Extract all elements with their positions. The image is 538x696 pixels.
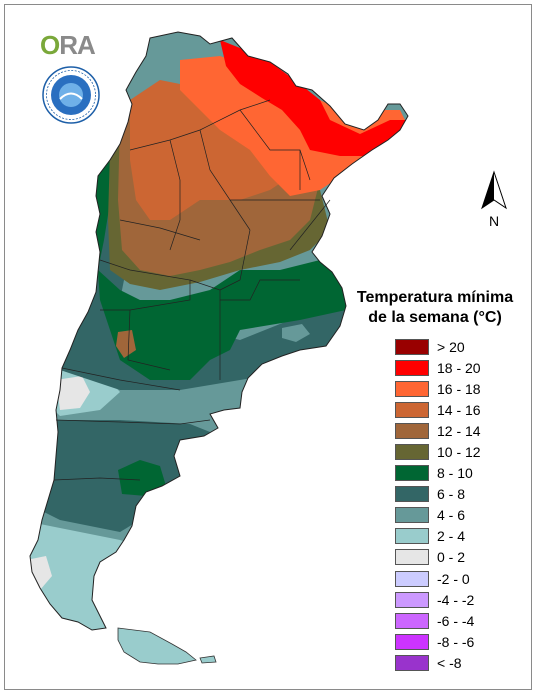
legend-swatch [395, 486, 429, 503]
legend-label: 12 - 14 [437, 422, 481, 439]
legend-swatch [395, 570, 429, 587]
legend-label: 8 - 10 [437, 465, 473, 482]
meteorological-service-seal [42, 66, 100, 124]
country-outline [29, 31, 409, 631]
legend-item: 16 - 18 [395, 378, 515, 399]
legend-item: -6 - -4 [395, 610, 515, 631]
legend-label: 6 - 8 [437, 486, 466, 503]
legend-label: > 20 [437, 338, 465, 355]
legend-item: 14 - 16 [395, 399, 515, 420]
legend-item: -2 - 0 [395, 568, 515, 589]
legend-label: 10 - 12 [437, 444, 481, 461]
islands [199, 655, 217, 664]
legend-swatch [395, 591, 429, 608]
legend-label: 16 - 18 [437, 380, 481, 397]
legend-swatch [395, 549, 429, 566]
ora-logo: ORA [40, 30, 96, 61]
legend-swatch [395, 654, 429, 671]
legend-swatch [395, 507, 429, 524]
logo-first-letter: O [40, 30, 60, 60]
legend-item: 10 - 12 [395, 441, 515, 462]
logo-rest: RA [59, 30, 96, 60]
legend-label: -2 - 0 [437, 570, 470, 587]
legend-swatch [395, 633, 429, 650]
legend-label: 0 - 2 [437, 549, 466, 566]
legend-item: 6 - 8 [395, 484, 515, 505]
legend-label: -8 - -6 [437, 633, 475, 650]
legend-label: -4 - -2 [437, 591, 475, 608]
legend-label: < -8 [437, 654, 462, 671]
legend-swatch [395, 380, 429, 397]
legend-item: 18 - 20 [395, 357, 515, 378]
legend-swatch [395, 338, 429, 355]
band-8-10-south [118, 460, 166, 496]
legend-swatch [395, 422, 429, 439]
legend-label: 14 - 16 [437, 401, 481, 418]
legend-item: < -8 [395, 652, 515, 673]
legend: Temperatura mínima de la semana (°C) > 2… [345, 288, 525, 671]
north-label: N [489, 213, 499, 229]
legend-item: 8 - 10 [395, 463, 515, 484]
legend-swatch [395, 444, 429, 461]
legend-list: > 20 18 - 20 16 - 18 14 - 16 12 - 14 10 - 12 8… [395, 336, 515, 674]
legend-swatch [395, 359, 429, 376]
north-arrow: N [481, 170, 507, 229]
legend-label: 18 - 20 [437, 359, 481, 376]
legend-label: 2 - 4 [437, 528, 466, 545]
legend-swatch [395, 612, 429, 629]
legend-item: 12 - 14 [395, 420, 515, 441]
legend-swatch [395, 465, 429, 482]
legend-swatch [395, 528, 429, 545]
band-2-4-south [30, 520, 180, 630]
province-boundaries [53, 99, 331, 481]
legend-item: -4 - -2 [395, 589, 515, 610]
tierra-del-fuego [117, 627, 197, 665]
band-4-6-patch [282, 324, 310, 342]
band-16-18 [180, 56, 408, 196]
legend-label: 4 - 6 [437, 507, 466, 524]
band-18-20 [220, 40, 408, 156]
band-12-14-patch [116, 330, 136, 358]
legend-title-line1: Temperatura mínima [356, 289, 514, 306]
legend-item: -8 - -6 [395, 631, 515, 652]
legend-item: 2 - 4 [395, 526, 515, 547]
legend-item: > 20 [395, 336, 515, 357]
legend-label: -6 - -4 [437, 612, 475, 629]
legend-title-line2: de la semana (°C) [368, 309, 502, 326]
band-8-10 [90, 140, 346, 380]
band-0-2-a [56, 376, 90, 410]
legend-swatch [395, 401, 429, 418]
legend-item: 0 - 2 [395, 547, 515, 568]
legend-item: 4 - 6 [395, 505, 515, 526]
